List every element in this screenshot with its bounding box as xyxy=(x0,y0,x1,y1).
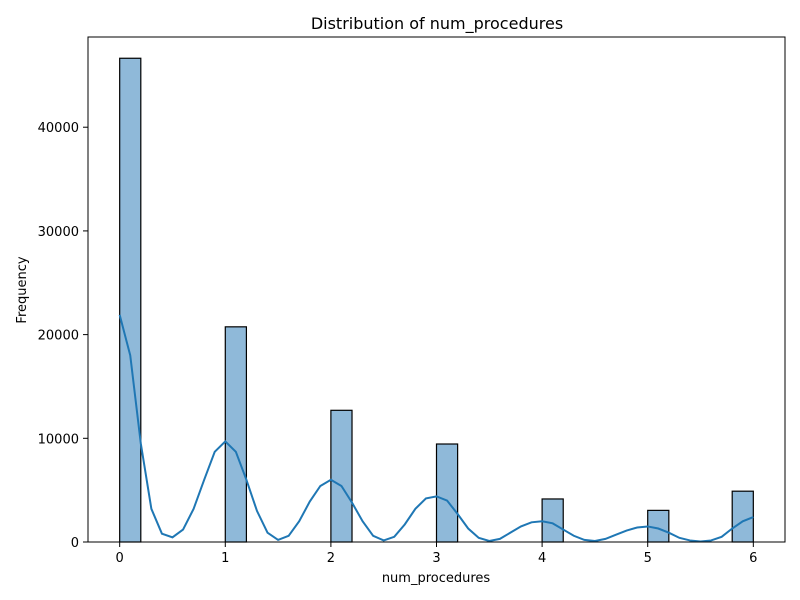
x-tick-label: 3 xyxy=(432,551,440,566)
bars-layer xyxy=(119,57,754,543)
histogram-bar-4 xyxy=(541,498,564,543)
x-axis-label: num_procedures xyxy=(382,571,491,586)
y-axis-label: Frequency xyxy=(15,256,30,323)
histogram-bar-2 xyxy=(330,409,353,543)
plot-area xyxy=(87,36,786,543)
histogram-bar-0 xyxy=(119,57,142,543)
y-axis-ticks: 0 10000 20000 30000 40000 xyxy=(38,121,88,551)
histogram-bar-3 xyxy=(435,443,459,543)
x-tick-label: 0 xyxy=(116,551,124,566)
x-axis-ticks: 0 1 2 3 4 5 6 xyxy=(116,542,757,566)
y-tick-label: 0 xyxy=(71,536,79,551)
x-tick-label: 2 xyxy=(327,551,335,566)
kde-curve xyxy=(118,314,754,543)
chart-title: Distribution of num_procedures xyxy=(311,14,563,34)
x-tick-label: 4 xyxy=(538,551,546,566)
histogram-bar-6 xyxy=(731,490,754,543)
y-tick-label: 30000 xyxy=(38,225,79,240)
y-tick-label: 20000 xyxy=(38,329,79,344)
x-tick-label: 5 xyxy=(644,551,652,566)
x-tick-label: 1 xyxy=(221,551,229,566)
x-tick-label: 6 xyxy=(749,551,757,566)
histogram-bar-1 xyxy=(224,326,248,543)
y-tick-label: 10000 xyxy=(38,432,79,447)
y-tick-label: 40000 xyxy=(38,121,79,136)
